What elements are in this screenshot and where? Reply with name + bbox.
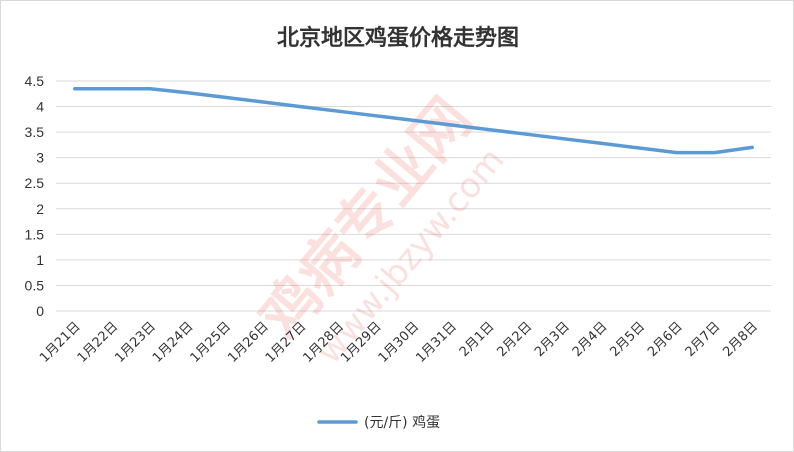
y-tick-label: 0.5 (25, 277, 45, 293)
x-tick-label: 2月6日 (645, 319, 686, 360)
y-tick-label: 1 (36, 252, 44, 268)
x-tick-label: 2月7日 (683, 319, 724, 360)
data-point (487, 128, 491, 132)
data-point (374, 114, 378, 118)
data-point (73, 87, 77, 91)
grid-lines (56, 80, 771, 312)
y-tick-label: 1.5 (25, 226, 45, 242)
x-axis-ticks: 1月21日1月22日1月23日1月24日1月25日1月26日1月27日1月28日… (37, 319, 761, 366)
data-point (600, 141, 604, 145)
data-point (449, 123, 453, 127)
y-tick-label: 0 (36, 303, 44, 319)
x-tick-label: 1月22日 (75, 319, 122, 366)
legend: (元/斤) 鸡蛋 (317, 414, 440, 431)
data-point (299, 105, 303, 109)
y-tick-label: 3 (36, 150, 44, 166)
data-point (261, 100, 265, 104)
y-tick-label: 4 (36, 99, 44, 115)
legend-label: (元/斤) 鸡蛋 (364, 414, 440, 431)
x-tick-label: 1月26日 (225, 319, 272, 366)
x-tick-label: 2月2日 (495, 319, 536, 360)
x-tick-label: 2月1日 (457, 319, 498, 360)
x-tick-label: 1月23日 (112, 319, 159, 366)
data-point (713, 151, 717, 155)
chart-title: 北京地区鸡蛋价格走势图 (277, 25, 519, 51)
y-tick-label: 3.5 (25, 124, 45, 140)
data-point (750, 145, 754, 149)
y-tick-label: 4.5 (25, 73, 45, 89)
data-point (524, 132, 528, 136)
x-tick-label: 1月21日 (37, 319, 84, 366)
data-point (562, 137, 566, 141)
y-tick-label: 2 (36, 201, 44, 217)
x-tick-label: 1月30日 (376, 319, 423, 366)
y-axis-ticks: 0 0.5 1 1.5 2 2.5 3 3.5 4 4.5 (25, 73, 45, 319)
x-tick-label: 1月31日 (413, 319, 460, 366)
data-point (223, 95, 227, 99)
x-tick-label: 2月3日 (532, 319, 573, 360)
data-point (148, 87, 152, 91)
data-point (675, 151, 679, 155)
data-point (186, 91, 190, 95)
data-point (110, 87, 114, 91)
x-tick-label: 2月4日 (570, 319, 611, 360)
data-point (336, 109, 340, 113)
series-lines (73, 86, 754, 155)
x-tick-label: 2月5日 (607, 319, 648, 360)
data-point (412, 118, 415, 122)
x-tick-label: 2月8日 (720, 319, 761, 360)
y-tick-label: 2.5 (25, 175, 45, 191)
x-tick-label: 1月25日 (188, 319, 235, 366)
x-tick-label: 1月24日 (150, 319, 197, 366)
data-point (637, 146, 641, 150)
